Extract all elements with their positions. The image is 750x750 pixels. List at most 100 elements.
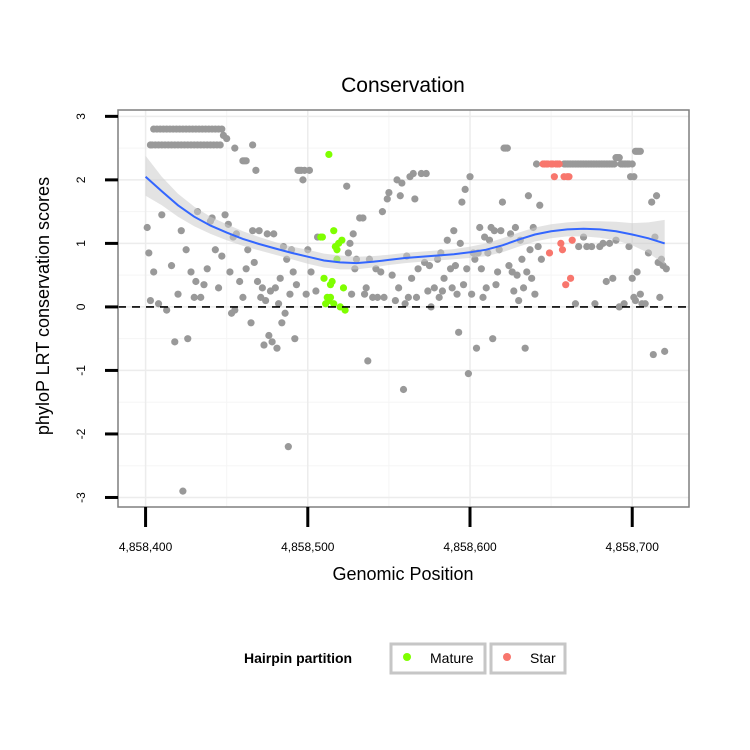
- data-point: [464, 370, 472, 378]
- data-point: [344, 249, 352, 257]
- data-point: [568, 236, 576, 244]
- plot-border: [117, 109, 690, 508]
- data-point: [339, 284, 348, 292]
- data-point: [200, 281, 208, 289]
- data-point: [360, 290, 369, 298]
- data-point: [338, 236, 346, 244]
- legend-dot-mature: [403, 653, 411, 661]
- data-point: [440, 274, 448, 282]
- data-point: [377, 268, 385, 276]
- data-point: [258, 284, 266, 292]
- data-point: [497, 227, 505, 235]
- data-point: [537, 255, 545, 263]
- data-point: [239, 293, 247, 301]
- data-point: [231, 306, 239, 314]
- data-point: [242, 157, 250, 165]
- data-point: [641, 300, 649, 308]
- y-tick-label: 1: [74, 240, 88, 247]
- x-tick-label: 4,858,400: [119, 540, 173, 554]
- data-point: [284, 443, 292, 451]
- data-point: [424, 287, 432, 295]
- data-point: [435, 293, 443, 301]
- data-point: [249, 141, 257, 149]
- legend: Hairpin partition Mature Star: [244, 642, 567, 675]
- data-point: [482, 284, 490, 292]
- data-point: [610, 160, 618, 168]
- data-point: [458, 198, 466, 206]
- data-point: [289, 268, 297, 276]
- data-point: [489, 335, 497, 343]
- data-point: [385, 188, 393, 197]
- data-point: [490, 227, 498, 235]
- data-point: [383, 195, 391, 203]
- data-point: [330, 227, 338, 235]
- x-axis: 4,858,400 4,858,500 4,858,600 4,858,700: [119, 507, 659, 554]
- data-point: [404, 293, 412, 301]
- data-point: [398, 179, 406, 187]
- data-point: [519, 284, 528, 292]
- data-point: [511, 223, 520, 232]
- data-point: [270, 230, 278, 238]
- data-point: [557, 239, 565, 247]
- data-point: [154, 300, 163, 308]
- data-point: [628, 160, 636, 168]
- chart-title: Conservation: [341, 74, 465, 97]
- data-point: [545, 249, 554, 257]
- data-point: [448, 284, 456, 292]
- data-point: [236, 277, 244, 286]
- data-point: [550, 173, 558, 181]
- data-point: [150, 268, 158, 276]
- data-point: [325, 150, 333, 159]
- data-point: [362, 284, 370, 292]
- data-point: [459, 281, 468, 289]
- data-point: [565, 173, 573, 181]
- data-point: [455, 328, 463, 336]
- data-point: [347, 290, 356, 298]
- data-point: [378, 208, 387, 216]
- data-point: [555, 160, 563, 168]
- data-point: [510, 287, 518, 295]
- y-tick-label: 0: [74, 303, 88, 310]
- data-point: [281, 309, 289, 317]
- x-tick-label: 4,858,500: [281, 540, 335, 554]
- data-point: [216, 141, 224, 149]
- data-point: [396, 192, 404, 200]
- data-point: [526, 246, 534, 254]
- data-point: [174, 290, 182, 298]
- data-point: [380, 293, 388, 301]
- data-point: [223, 134, 231, 143]
- x-axis-title: Genomic Position: [332, 564, 473, 584]
- data-point: [461, 185, 469, 193]
- data-point: [399, 385, 408, 394]
- data-point: [307, 268, 315, 276]
- plot-panel: [117, 109, 690, 508]
- x-tick-label: 4,858,600: [443, 540, 497, 554]
- y-tick-label: 3: [74, 113, 88, 120]
- data-point: [302, 290, 310, 298]
- data-point: [408, 274, 416, 282]
- legend-title: Hairpin partition: [244, 650, 352, 666]
- smooth-line: [144, 175, 665, 265]
- data-point: [203, 265, 211, 273]
- data-point: [443, 236, 451, 244]
- data-point: [479, 293, 487, 301]
- data-point: [328, 277, 336, 286]
- data-point: [244, 246, 252, 254]
- data-point: [373, 293, 382, 301]
- data-point: [211, 246, 219, 254]
- data-point: [252, 166, 260, 174]
- data-point: [518, 255, 526, 263]
- data-point: [615, 154, 623, 162]
- data-point: [401, 300, 409, 308]
- data-point: [184, 335, 192, 343]
- data-point: [492, 281, 500, 289]
- legend-dot-star: [503, 653, 511, 661]
- data-point: [498, 198, 507, 206]
- data-point: [472, 344, 481, 352]
- data-point: [534, 242, 542, 251]
- data-point: [636, 290, 644, 298]
- data-point: [231, 144, 239, 152]
- data-point: [326, 293, 335, 301]
- data-point: [214, 284, 223, 292]
